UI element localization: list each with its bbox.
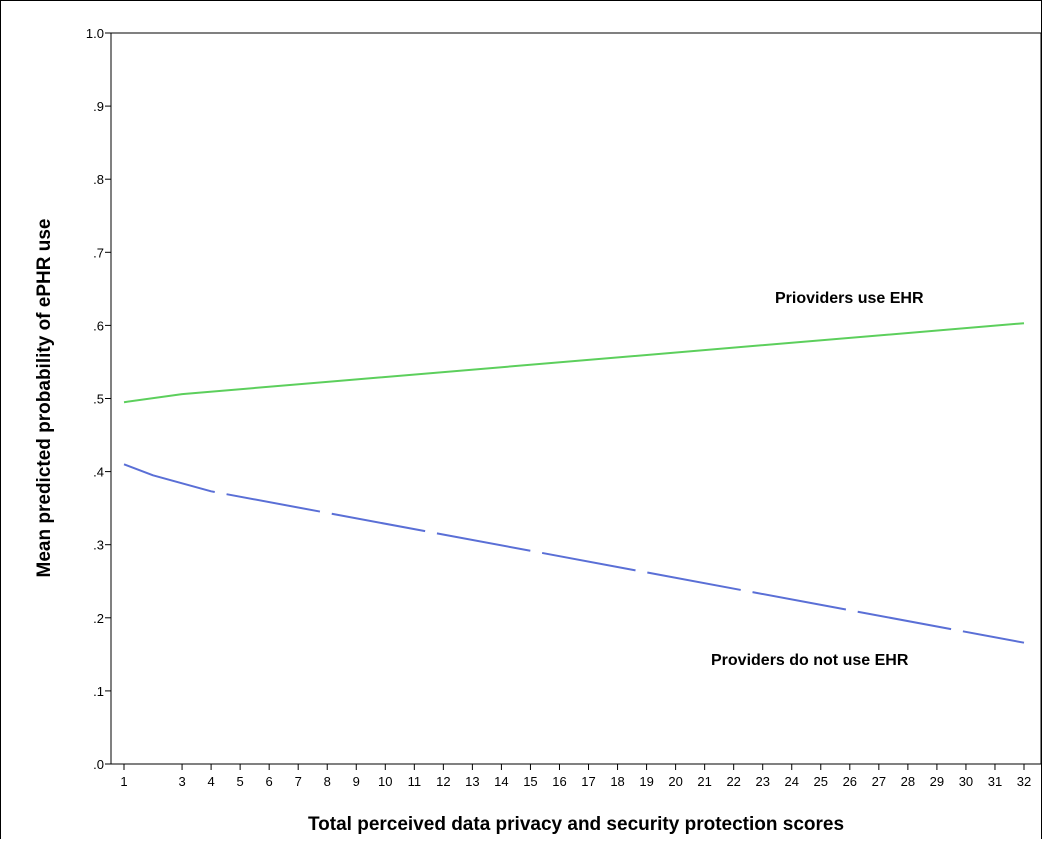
y-axis-title: Mean predicted probability of ePHR use bbox=[34, 219, 55, 578]
x-tick-label: 32 bbox=[1017, 774, 1031, 789]
y-tick-label: .5 bbox=[93, 392, 104, 407]
x-axis: 1 3 4 5 6 7 8 9 10 11 12 13 14 15 16 17 18 19 20 21 22 23 24 25… bbox=[120, 764, 1031, 789]
y-tick-label: .6 bbox=[93, 318, 104, 333]
x-tick-label: 12 bbox=[436, 774, 450, 789]
x-tick-label: 13 bbox=[465, 774, 479, 789]
y-tick-label: .4 bbox=[93, 465, 104, 480]
x-tick-label: 18 bbox=[610, 774, 624, 789]
x-tick-label: 23 bbox=[755, 774, 769, 789]
x-tick-label: 9 bbox=[353, 774, 360, 789]
y-tick-label: .0 bbox=[93, 757, 104, 772]
x-tick-label: 31 bbox=[988, 774, 1002, 789]
x-tick-label: 19 bbox=[639, 774, 653, 789]
x-tick-label: 21 bbox=[697, 774, 711, 789]
y-tick-label: 1.0 bbox=[86, 26, 104, 41]
y-axis: .0 .1 .2 .3 .4 .5 .6 .7 .8 .9 1.0 bbox=[86, 26, 111, 772]
y-tick-label: .8 bbox=[93, 172, 104, 187]
y-tick-label: .3 bbox=[93, 538, 104, 553]
y-tick-label: .7 bbox=[93, 245, 104, 260]
x-tick-label: 5 bbox=[237, 774, 244, 789]
x-tick-label: 11 bbox=[408, 774, 422, 789]
series-line-providers-use-ehr bbox=[123, 322, 1025, 404]
x-tick-label: 15 bbox=[523, 774, 537, 789]
y-tick-label: .9 bbox=[93, 99, 104, 114]
series-layer bbox=[123, 322, 1025, 644]
x-tick-label: 14 bbox=[494, 774, 508, 789]
x-tick-label: 1 bbox=[120, 774, 127, 789]
x-tick-label: 16 bbox=[552, 774, 566, 789]
x-tick-label: 22 bbox=[726, 774, 740, 789]
x-axis-title: Total perceived data privacy and securit… bbox=[308, 814, 844, 835]
x-tick-label: 26 bbox=[843, 774, 857, 789]
x-tick-label: 8 bbox=[324, 774, 331, 789]
x-tick-label: 7 bbox=[295, 774, 302, 789]
x-tick-label: 28 bbox=[901, 774, 915, 789]
y-tick-label: .1 bbox=[93, 684, 104, 699]
x-tick-label: 30 bbox=[959, 774, 973, 789]
x-tick-label: 10 bbox=[378, 774, 392, 789]
x-tick-label: 17 bbox=[581, 774, 595, 789]
x-tick-label: 27 bbox=[872, 774, 886, 789]
y-tick-label: .2 bbox=[93, 611, 104, 626]
x-tick-label: 20 bbox=[668, 774, 682, 789]
annotation-providers-use-ehr: Prioviders use EHR bbox=[775, 290, 924, 307]
x-tick-label: 29 bbox=[930, 774, 944, 789]
x-tick-label: 4 bbox=[207, 774, 214, 789]
annotation-providers-do-not-use-ehr: Providers do not use EHR bbox=[711, 652, 909, 669]
x-tick-label: 25 bbox=[814, 774, 828, 789]
x-tick-label: 6 bbox=[266, 774, 273, 789]
series-line-providers-do-not-use-ehr bbox=[123, 463, 1025, 644]
x-tick-label: 24 bbox=[785, 774, 799, 789]
x-tick-label: 3 bbox=[178, 774, 185, 789]
